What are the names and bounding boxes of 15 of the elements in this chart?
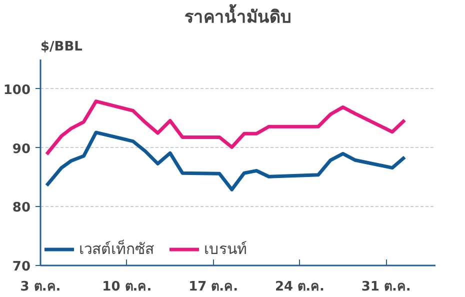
y-tick-label: 90: [12, 142, 31, 157]
chart-title: ราคาน้ำมันดิบ: [184, 4, 292, 28]
legend-label: เบรนท์: [204, 239, 247, 260]
y-tick-label: 80: [12, 200, 31, 216]
y-tick-label: 70: [12, 260, 31, 274]
line-series: [44, 100, 406, 156]
x-tick-label: 3 ต.ค.: [20, 280, 61, 294]
x-tick-label: 24 ต.ค.: [274, 280, 324, 294]
legend-label: เวสต์เท็กซัส: [79, 238, 154, 260]
x-tick-label: 31 ต.ค.: [361, 280, 411, 294]
y-axis-title: $/BBL: [40, 40, 82, 54]
x-tick-label: 17 ต.ค.: [188, 280, 238, 294]
x-tick-label: 10 ต.ค.: [102, 280, 152, 294]
y-tick-label: 100: [3, 82, 31, 98]
line-series: [44, 130, 406, 192]
